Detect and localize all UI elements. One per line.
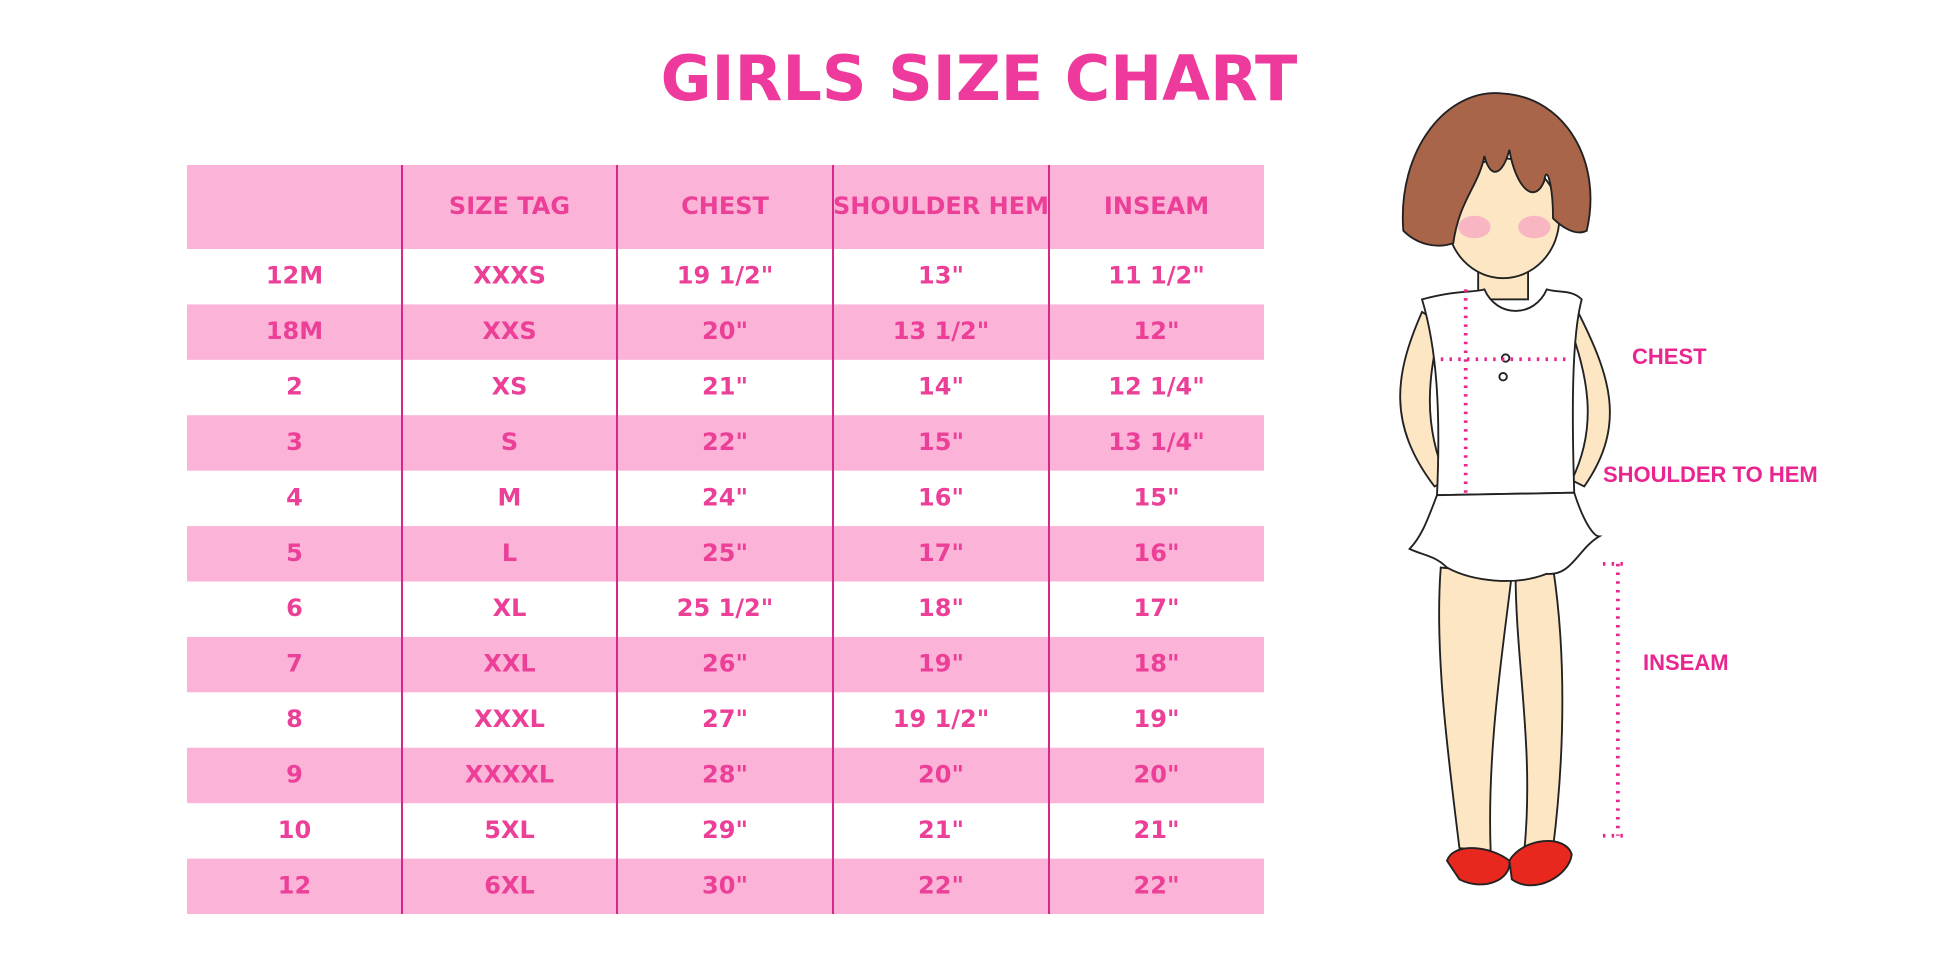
cell: 13 1/2" (893, 317, 989, 345)
cell: XXXL (474, 705, 545, 733)
cell: 30" (702, 871, 748, 899)
cell: 21" (702, 373, 748, 401)
cell: 22" (918, 871, 964, 899)
cell: 6 (286, 594, 303, 622)
cell: 13" (918, 262, 964, 290)
header-cell: SHOULDER HEM (833, 192, 1049, 220)
cell: 19 1/2" (893, 705, 989, 733)
cell: 25 1/2" (677, 594, 773, 622)
cell: 7 (286, 650, 303, 678)
row-band (187, 858, 1264, 914)
row-band (187, 526, 1264, 582)
cell: 18M (266, 317, 323, 345)
cell: 21" (1134, 816, 1180, 844)
cell: 12" (1134, 317, 1180, 345)
cell: 16" (1134, 539, 1180, 567)
cell: 5 (286, 539, 303, 567)
row-band (187, 636, 1264, 693)
cell: 12 1/4" (1108, 373, 1204, 401)
cell: 28" (702, 760, 748, 788)
cell: 25" (702, 539, 748, 567)
cell: L (502, 539, 517, 567)
cell: 17" (1134, 594, 1180, 622)
cell: 12 (278, 871, 311, 899)
cell: 18" (918, 594, 964, 622)
cell: 20" (702, 317, 748, 345)
cell: 5XL (484, 816, 535, 844)
cell: S (501, 428, 518, 456)
cell: 22" (702, 428, 748, 456)
cell: 18" (1134, 650, 1180, 678)
cell: 11 1/2" (1108, 262, 1204, 290)
cell: 22" (1134, 871, 1180, 899)
cell: 4 (286, 483, 303, 511)
cell: 24" (702, 483, 748, 511)
cell: 3 (286, 428, 303, 456)
cell: 14" (918, 373, 964, 401)
cell: 27" (702, 705, 748, 733)
cell: 19" (1134, 705, 1180, 733)
cell: 26" (702, 650, 748, 678)
cell: XS (492, 373, 528, 401)
cell: 20" (918, 760, 964, 788)
cell: XXS (482, 317, 536, 345)
cell: XXL (483, 650, 535, 678)
header-row (187, 165, 1264, 249)
cell: 16" (918, 483, 964, 511)
cell: 10 (278, 816, 311, 844)
cell: 12M (266, 262, 323, 290)
cell: 21" (918, 816, 964, 844)
row-band (187, 415, 1264, 471)
cell: 19 1/2" (677, 262, 773, 290)
cell: 17" (918, 539, 964, 567)
row-band (187, 747, 1264, 804)
cell: 9 (286, 760, 303, 788)
girl-illustration (1399, 92, 1626, 887)
inseam-label: INSEAM (1643, 650, 1729, 675)
cell: 19" (918, 650, 964, 678)
cell: 29" (702, 816, 748, 844)
cell: XXXS (473, 262, 546, 290)
shoulder-label: SHOULDER TO HEM (1603, 462, 1818, 487)
header-cell: CHEST (681, 192, 769, 220)
cell: XL (493, 594, 527, 622)
cell: 13 1/4" (1108, 428, 1204, 456)
header-cell: SIZE TAG (449, 192, 570, 220)
cell: XXXXL (465, 760, 554, 788)
row-band (187, 304, 1264, 360)
cell: 20" (1134, 760, 1180, 788)
title: GIRLS SIZE CHART (661, 42, 1298, 115)
cell: 2 (286, 373, 303, 401)
cell: 6XL (484, 871, 535, 899)
chest-label: CHEST (1632, 344, 1707, 369)
cell: 15" (918, 428, 964, 456)
cell: 15" (1134, 483, 1180, 511)
cell: 8 (286, 705, 303, 733)
header-cell: INSEAM (1104, 192, 1209, 220)
cell: M (498, 483, 522, 511)
